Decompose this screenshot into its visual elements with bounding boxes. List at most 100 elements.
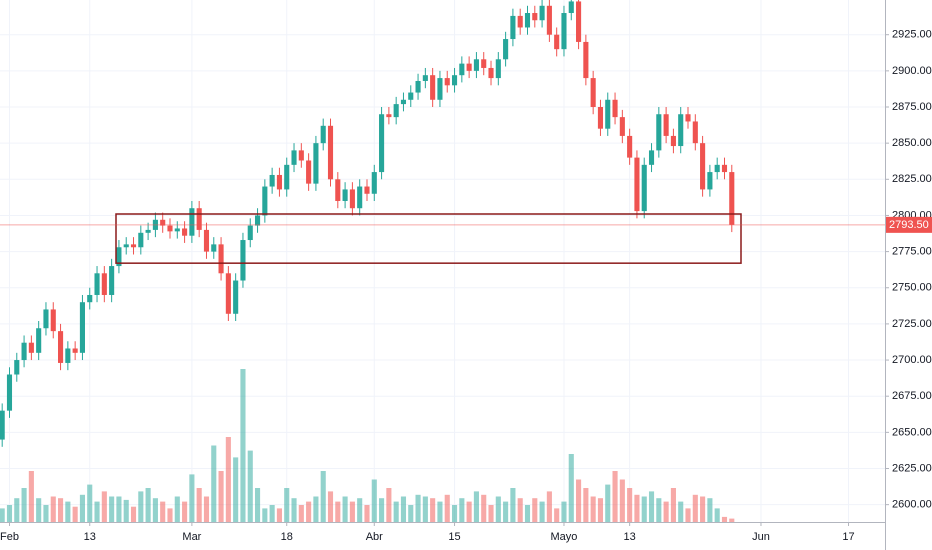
volume-bar xyxy=(721,516,728,522)
candle-body xyxy=(700,143,706,190)
volume-bar xyxy=(254,488,261,522)
candle-body xyxy=(656,114,662,151)
candle-body xyxy=(641,164,647,212)
y-tick-label: 2775.00 xyxy=(892,246,932,258)
y-tick-label: 2675.00 xyxy=(892,390,932,402)
volume-bar xyxy=(444,494,450,522)
volume-bar xyxy=(437,501,443,522)
x-tick-label: 13 xyxy=(84,531,96,543)
volume-bar xyxy=(269,505,275,522)
candle-body xyxy=(678,114,684,147)
volume-bar xyxy=(422,496,428,522)
candle-body xyxy=(65,348,71,363)
volume-bar xyxy=(174,496,180,522)
candle-body xyxy=(327,125,334,180)
volume-bar xyxy=(306,501,312,522)
volume-bar xyxy=(408,505,414,522)
x-tick-label: Feb xyxy=(0,531,19,543)
x-tick-label: Mayo xyxy=(551,531,578,543)
candle-body xyxy=(517,15,523,28)
volume-bar xyxy=(50,496,56,522)
candle-body xyxy=(269,174,275,187)
volume-bar xyxy=(123,499,129,522)
candle-body xyxy=(721,164,728,173)
volume-bar xyxy=(36,498,42,522)
candle-body xyxy=(349,189,355,209)
candle-body xyxy=(364,186,370,194)
candle-body xyxy=(262,186,268,216)
candle-body xyxy=(437,78,443,100)
candle-body xyxy=(109,266,115,295)
candle-body xyxy=(116,247,122,267)
candle-body xyxy=(408,92,414,100)
candle-body xyxy=(14,360,20,375)
candle-body xyxy=(189,208,195,236)
volume-bar xyxy=(371,479,377,522)
price-zone xyxy=(115,213,742,264)
candle-body xyxy=(605,99,611,129)
candle-body xyxy=(276,174,282,190)
candle-body xyxy=(130,244,137,248)
candle-body xyxy=(167,225,173,232)
candle-body xyxy=(145,229,151,233)
candle-body xyxy=(211,244,217,252)
volume-bar xyxy=(583,488,589,522)
volume-bar xyxy=(145,488,151,522)
candle-body xyxy=(532,13,538,21)
y-tick-label: 2875.00 xyxy=(892,101,932,113)
candle-body xyxy=(685,114,691,122)
candle-body xyxy=(510,15,516,40)
candle-body xyxy=(561,13,567,50)
volume-bar xyxy=(510,488,516,522)
y-tick-label: 2725.00 xyxy=(892,318,932,330)
volume-bar xyxy=(400,496,407,522)
volume-bar xyxy=(58,498,64,522)
candle-body xyxy=(495,59,501,79)
volume-bar xyxy=(262,508,268,522)
y-tick-label: 2700.00 xyxy=(892,354,932,366)
candle-body xyxy=(670,135,676,147)
candle-body xyxy=(0,410,5,440)
volume-bar xyxy=(211,445,217,522)
candle-body xyxy=(386,114,392,118)
volume-bar xyxy=(160,501,166,522)
x-tick-label: 17 xyxy=(842,531,854,543)
volume-bar xyxy=(539,501,545,522)
volume-bar xyxy=(678,501,684,522)
candle-body xyxy=(488,67,494,79)
candle-body xyxy=(466,63,472,71)
candle-body xyxy=(546,5,552,35)
candle-body xyxy=(335,179,341,201)
volume-bar xyxy=(240,369,246,522)
axis-labels: 2600.00 2625.00 2650.00 2675.00 2700.00 2725.… xyxy=(0,29,932,543)
volume-bar xyxy=(481,494,487,522)
volume-bar xyxy=(605,484,611,522)
volume-bar xyxy=(685,508,691,522)
candle-body xyxy=(371,172,377,194)
candle-body xyxy=(451,75,458,86)
candle-body xyxy=(379,114,385,173)
candle-body xyxy=(692,121,698,144)
candle-body xyxy=(58,331,64,363)
x-tick-label: Mar xyxy=(182,531,201,543)
candle-body xyxy=(196,208,202,230)
volume-bar xyxy=(532,498,538,522)
volume-bar xyxy=(364,505,370,522)
candle-body xyxy=(182,228,188,236)
volume-bar xyxy=(28,471,34,522)
candle-body xyxy=(298,150,304,161)
candle-body xyxy=(254,215,261,226)
volume-bar xyxy=(247,450,253,522)
volume-bar xyxy=(430,498,436,522)
volume-bar xyxy=(663,501,669,522)
volume-bar xyxy=(72,506,78,522)
candle-body xyxy=(612,99,618,118)
candle-body xyxy=(225,273,231,314)
candle-body xyxy=(422,75,428,81)
candle-body xyxy=(576,1,582,42)
candle-body xyxy=(729,172,735,225)
y-tick-label: 2925.00 xyxy=(892,29,932,41)
candle-body xyxy=(648,150,655,165)
candle-body xyxy=(707,172,713,190)
volume-bar xyxy=(335,501,341,522)
